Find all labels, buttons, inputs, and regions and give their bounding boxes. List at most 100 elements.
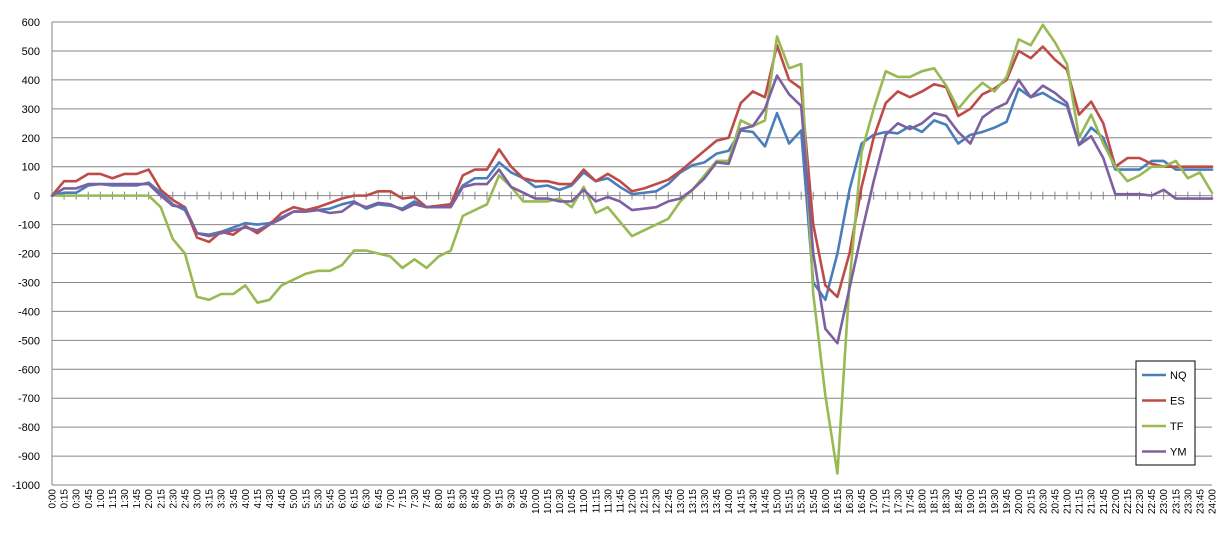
x-tick-label: 12:30 [652, 489, 663, 514]
x-tick-label: 12:15 [640, 489, 651, 514]
x-tick-label: 10:00 [531, 489, 542, 514]
y-tick-label: -400 [18, 306, 40, 318]
y-tick-label: 0 [34, 191, 40, 203]
x-tick-label: 22:00 [1111, 489, 1122, 514]
x-tick-label: 14:15 [736, 489, 747, 514]
x-tick-label: 12:45 [664, 489, 675, 514]
x-tick-label: 16:30 [845, 489, 856, 514]
x-tick-label: 15:00 [773, 489, 784, 514]
x-tick-label: 8:45 [470, 489, 481, 509]
y-tick-label: 400 [22, 75, 40, 87]
legend-label-ym: YM [1170, 447, 1187, 459]
x-tick-label: 16:00 [821, 489, 832, 514]
x-tick-label: 21:15 [1075, 489, 1086, 514]
x-tick-label: 8:15 [446, 489, 457, 509]
x-tick-label: 21:30 [1087, 489, 1098, 514]
y-tick-label: 300 [22, 104, 40, 116]
x-tick-label: 19:00 [966, 489, 977, 514]
x-tick-label: 20:30 [1038, 489, 1049, 514]
x-tick-label: 23:00 [1159, 489, 1170, 514]
x-tick-label: 18:15 [930, 489, 941, 514]
x-tick-label: 4:30 [265, 489, 276, 509]
y-tick-label: -800 [18, 422, 40, 434]
x-tick-label: 3:30 [217, 489, 228, 509]
legend: NQ ES TF YM [1135, 360, 1196, 466]
x-tick-label: 7:45 [422, 489, 433, 509]
x-tick-label: 10:15 [543, 489, 554, 514]
legend-box [1135, 360, 1196, 466]
x-tick-label: 3:45 [229, 489, 240, 509]
y-tick-label: -1000 [12, 480, 40, 492]
series-line-tf [50, 23, 1214, 475]
x-tick-label: 2:15 [156, 489, 167, 509]
x-tick-label: 17:00 [869, 489, 880, 514]
y-tick-label: -500 [18, 335, 40, 347]
x-tick-label: 24:00 [1208, 489, 1219, 514]
x-tick-label: 4:15 [253, 489, 264, 509]
x-tick-label: 11:00 [579, 489, 590, 514]
x-tick-label: 14:45 [760, 489, 771, 514]
x-tick-label: 16:15 [833, 489, 844, 514]
x-tick-label: 5:45 [325, 489, 336, 509]
x-tick-label: 5:30 [313, 489, 324, 509]
x-tick-label: 18:00 [918, 489, 929, 514]
axes [51, 22, 1213, 485]
x-tick-label: 21:00 [1063, 489, 1074, 514]
x-tick-label: 13:30 [700, 489, 711, 514]
x-tick-label: 6:30 [362, 489, 373, 509]
series-line-ym [50, 74, 1214, 345]
x-tick-label: 2:00 [144, 489, 155, 509]
x-tick-label: 9:00 [483, 489, 494, 509]
x-tick-label: 11:30 [603, 489, 614, 514]
x-tick-label: 8:00 [434, 489, 445, 509]
series-lines [50, 23, 1214, 475]
x-tick-label: 3:15 [205, 489, 216, 509]
x-tick-label: 2:30 [168, 489, 179, 509]
x-tick-label: 12:00 [628, 489, 639, 514]
x-tick-label: 23:45 [1195, 489, 1206, 514]
x-tick-label: 11:45 [615, 489, 626, 514]
x-tick-label: 17:15 [881, 489, 892, 514]
legend-label-es: ES [1170, 396, 1185, 408]
x-tick-label: 17:45 [905, 489, 916, 514]
y-tick-label: -300 [18, 277, 40, 289]
x-tick-label: 1:15 [108, 489, 119, 509]
x-tick-label: 13:15 [688, 489, 699, 514]
x-tick-label: 19:30 [990, 489, 1001, 514]
x-tick-label: 22:30 [1135, 489, 1146, 514]
x-tick-label: 9:15 [495, 489, 506, 509]
x-tick-label: 1:30 [120, 489, 131, 509]
legend-label-nq: NQ [1170, 370, 1187, 382]
series-line-es [50, 43, 1214, 299]
x-tick-label: 15:45 [809, 489, 820, 514]
x-tick-label: 16:45 [857, 489, 868, 514]
x-tick-label: 18:30 [942, 489, 953, 514]
y-tick-label: 600 [22, 17, 40, 29]
x-tick-label: 19:15 [978, 489, 989, 514]
x-axis-tick-labels: 0:00 0:15 0:30 0:45 1:00 1:15 1:30 1:45 2:00 2:15… [48, 489, 1219, 514]
x-tick-label: 15:15 [785, 489, 796, 514]
x-tick-label: 23:30 [1183, 489, 1194, 514]
x-tick-label: 19:45 [1002, 489, 1013, 514]
x-tick-label: 14:00 [724, 489, 735, 514]
y-tick-label: 200 [22, 133, 40, 145]
x-tick-label: 4:00 [241, 489, 252, 509]
y-tick-label: 500 [22, 46, 40, 58]
x-tick-label: 6:45 [374, 489, 385, 509]
x-tick-label: 23:15 [1171, 489, 1182, 514]
x-tick-label: 10:45 [567, 489, 578, 514]
x-tick-label: 11:15 [591, 489, 602, 514]
x-tick-label: 7:15 [398, 489, 409, 509]
x-tick-label: 4:45 [277, 489, 288, 509]
x-tick-label: 15:30 [797, 489, 808, 514]
x-tick-label: 6:15 [350, 489, 361, 509]
x-tick-label: 14:30 [748, 489, 759, 514]
y-tick-label: 100 [22, 162, 40, 174]
x-tick-label: 21:45 [1099, 489, 1110, 514]
x-tick-label: 7:30 [410, 489, 421, 509]
x-tick-label: 22:45 [1147, 489, 1158, 514]
x-tick-label: 6:00 [338, 489, 349, 509]
x-tick-label: 9:30 [507, 489, 518, 509]
